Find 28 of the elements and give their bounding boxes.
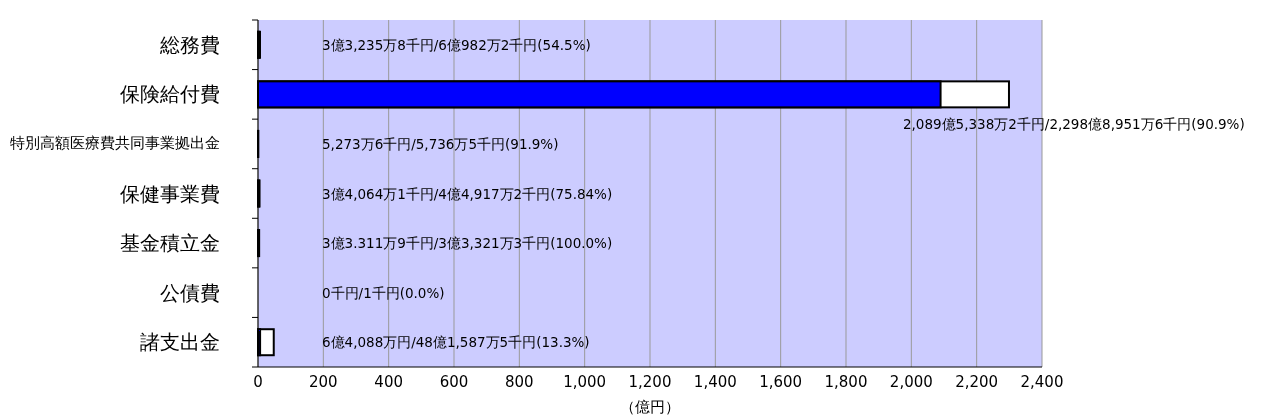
annotation: 0千円/1千円(0.0%) [322,284,445,301]
annotation: 3億3,235万8千円/6億982万2千円(54.5%) [322,36,591,53]
x-tick-label: 600 [439,373,469,391]
x-tick-label: 1,400 [693,373,737,391]
x-tick-label: 200 [309,373,338,391]
x-tick-label: 1,800 [824,373,868,391]
x-tick-label: 1,000 [563,373,607,391]
x-tick-label: 1,200 [628,373,672,391]
annotation: 2,089億5,338万2千円/2,298億8,951万6千円(90.9%) [902,116,1245,133]
annotation: 3億4,064万1千円/4億4,917万2千円(75.84%) [322,185,613,202]
x-tick-label: 2,000 [889,373,933,391]
x-tick-label: 2,200 [955,373,999,391]
y-tick-label: 公債費 [160,280,220,305]
y-tick-label: 保健事業費 [120,181,220,206]
annotation: 3億3.311万9千円/3億3,321万3千円(100.0%) [322,235,613,252]
y-tick-label: 諸支出金 [140,330,220,355]
y-tick-label: 保険給付費 [120,82,220,107]
x-tick-label: 0 [253,373,263,391]
x-tick-label: 1,600 [759,373,803,391]
x-tick-label: 2,400 [1020,373,1064,391]
annotation: 5,273万6千円/5,736万5千円(91.9%) [322,135,559,152]
y-tick-label: 特別高額医療費共同事業拠出金 [10,133,220,151]
y-tick-label: 総務費 [159,32,220,57]
x-tick-label: 800 [505,373,534,391]
annotation: 6億4,088万円/48億1,587万5千円(13.3%) [322,334,590,351]
y-tick-label: 基金積立金 [120,231,220,256]
x-tick-label: 400 [374,373,403,391]
x-axis-title: （億円） [620,398,680,416]
